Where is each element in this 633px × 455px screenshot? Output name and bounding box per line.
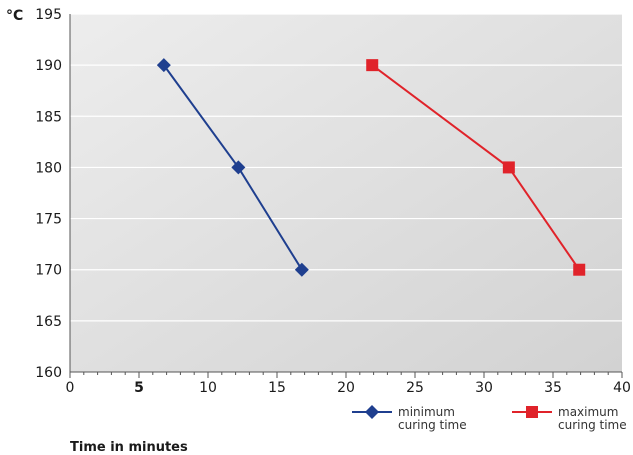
y-tick-label: 190 <box>35 58 62 74</box>
plot-area <box>70 14 622 372</box>
y-tick-label: 170 <box>35 263 62 279</box>
x-tick-label: 5 <box>134 380 144 396</box>
series <box>156 58 586 277</box>
legend-marker <box>365 405 379 419</box>
legend-label: curing time <box>558 418 627 432</box>
legend-label: maximum <box>558 405 618 419</box>
x-tick-label: 20 <box>337 380 355 396</box>
axes: 160 165 170 175 180 185 190 195 0 5 10 15 20 25 30 35 40 <box>35 7 631 396</box>
data-point-square <box>366 59 379 72</box>
x-tick-label: 10 <box>199 380 217 396</box>
data-point-square <box>502 161 515 174</box>
y-tick-label: 195 <box>35 7 62 23</box>
y-axis-unit-label: °C <box>6 8 23 24</box>
y-tick-label: 175 <box>35 212 62 228</box>
x-tick-label: 35 <box>544 380 562 396</box>
y-tick-label: 180 <box>35 160 62 176</box>
data-point-square <box>573 263 586 276</box>
y-tick-label: 160 <box>35 365 62 381</box>
data-point-diamond <box>231 160 246 175</box>
series-diamond <box>156 58 309 277</box>
y-tick-label: 165 <box>35 314 62 330</box>
x-tick-label: 40 <box>613 380 631 396</box>
data-point-diamond <box>156 58 171 73</box>
legend-label: minimum <box>398 405 455 419</box>
data-point-diamond <box>294 262 309 277</box>
x-tick-label: 0 <box>66 380 75 396</box>
legend-marker <box>526 406 538 418</box>
series-square <box>366 59 586 276</box>
y-tick-label: 185 <box>35 109 62 125</box>
x-tick-label: 25 <box>406 380 424 396</box>
x-tick-label: 30 <box>475 380 493 396</box>
legend-label: curing time <box>398 418 467 432</box>
x-axis-title: Time in minutes <box>70 440 188 455</box>
x-tick-label: 15 <box>268 380 286 396</box>
